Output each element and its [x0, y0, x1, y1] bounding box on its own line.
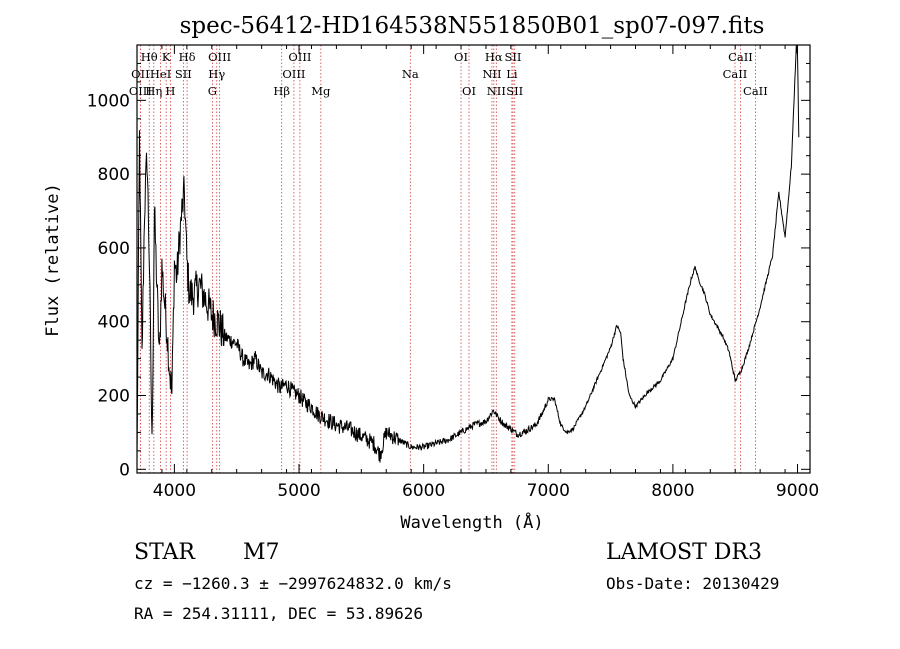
spectral-line-label: G: [208, 84, 217, 98]
y-tick-label: 600: [98, 239, 130, 259]
spectral-line-label: SII: [175, 67, 192, 81]
object-subclass: M7: [243, 540, 280, 565]
object-class: STAR: [134, 540, 195, 565]
survey-name: LAMOST DR3: [606, 540, 762, 565]
spectral-line-label: SII: [506, 84, 523, 98]
spectral-line-label: CaII: [728, 50, 753, 64]
spectral-line-label: Hα: [485, 50, 503, 64]
spectral-line-label: OIII: [129, 84, 152, 98]
spectral-lines-layer: [139, 45, 756, 473]
x-tick-label: 6000: [402, 481, 445, 501]
spectral-line-label: OIII: [208, 50, 231, 64]
x-axis-label: Wavelength (Å): [400, 511, 543, 533]
y-tick-label: 800: [98, 165, 130, 185]
spectral-line-label: Li: [506, 67, 518, 81]
y-tick-label: 0: [119, 460, 130, 480]
plot-frame: [136, 44, 811, 474]
y-tick-label: 400: [98, 313, 130, 333]
x-tick-label: 7000: [527, 481, 570, 501]
spectral-line-label: HeI: [150, 67, 171, 81]
spectral-line-label: Na: [402, 67, 419, 81]
spectral-line-label: CaII: [723, 67, 748, 81]
axis-ticks: 4000 5000 6000 7000 8000 9000 0 200 400 600 800 100…: [87, 45, 819, 501]
y-tick-label: 200: [98, 387, 130, 407]
spectral-line-label: Mg: [311, 84, 331, 98]
x-tick-label: 8000: [651, 481, 694, 501]
series-flux-line: [136, 44, 800, 463]
spectral-line-label: OII: [131, 67, 150, 81]
spectral-line-label: Hδ: [179, 50, 196, 64]
x-tick-label: 5000: [277, 481, 320, 501]
series-layer: [136, 44, 800, 463]
spectral-line-label: Hθ: [141, 50, 158, 64]
spectral-line-label: OI: [462, 84, 476, 98]
spectral-line-label: K: [162, 50, 171, 64]
spectral-line-label: CaII: [743, 84, 768, 98]
obs-date: Obs-Date: 20130429: [606, 574, 780, 593]
y-tick-label: 1000: [87, 91, 130, 111]
coordinates: RA = 254.31111, DEC = 53.89626: [134, 604, 423, 623]
spectral-line-label: NII: [487, 84, 506, 98]
spectral-line-label: OI: [454, 50, 468, 64]
spectral-line-label: OIII: [282, 67, 305, 81]
y-axis-label: Flux (relative): [43, 183, 63, 337]
spectral-line-label: Hγ: [208, 67, 225, 81]
chart-title: spec-56412-HD164538N551850B01_sp07-097.f…: [180, 13, 765, 39]
spectral-line-label: SII: [505, 50, 522, 64]
x-tick-label: 9000: [776, 481, 819, 501]
spectral-line-label: H: [165, 84, 175, 98]
spectral-line-label: Hη: [145, 84, 162, 98]
spectral-line-label: OIII: [288, 50, 311, 64]
spectral-line-label: Hβ: [273, 84, 290, 98]
spectral-line-label: NII: [482, 67, 501, 81]
x-tick-label: 4000: [153, 481, 196, 501]
redshift-readout: cz = −1260.3 ± −2997624832.0 km/s: [134, 574, 452, 593]
